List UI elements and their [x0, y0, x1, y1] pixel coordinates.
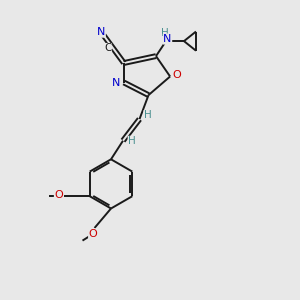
Text: H: H — [160, 28, 168, 38]
Text: H: H — [144, 110, 152, 121]
Text: C: C — [104, 44, 112, 53]
Text: O: O — [172, 70, 181, 80]
Text: O: O — [54, 190, 63, 200]
Text: O: O — [88, 229, 98, 239]
Text: N: N — [97, 27, 105, 37]
Text: H: H — [128, 136, 136, 146]
Text: N: N — [163, 34, 172, 44]
Text: N: N — [112, 77, 121, 88]
